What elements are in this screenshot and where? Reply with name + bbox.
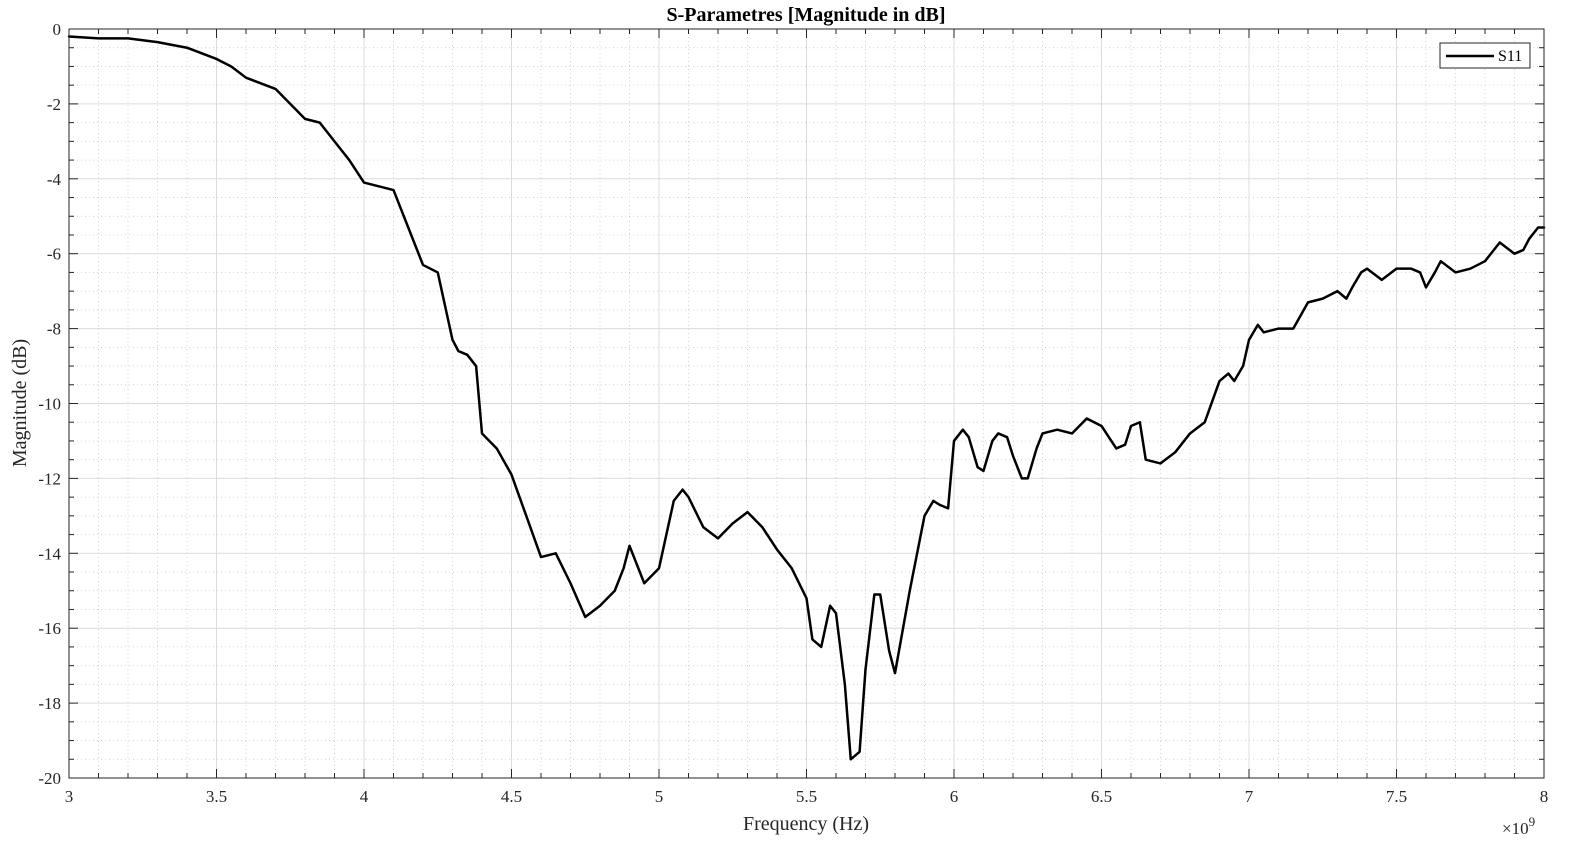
x-tick-label: 4 xyxy=(360,787,369,806)
y-tick-label: -4 xyxy=(47,170,62,189)
y-axis-label: Magnitude (dB) xyxy=(9,339,31,467)
y-tick-label: -16 xyxy=(38,619,61,638)
series-layer xyxy=(67,35,1546,761)
y-tick-label: 0 xyxy=(53,20,62,39)
minor-grid xyxy=(69,29,1544,778)
y-tick-label: -14 xyxy=(38,544,61,563)
x-tick-label: 6 xyxy=(950,787,959,806)
x-tick-label: 3.5 xyxy=(206,787,227,806)
x-tick-label: 5 xyxy=(655,787,664,806)
series-line-s11 xyxy=(67,35,1546,761)
x-tick-label: 6.5 xyxy=(1091,787,1112,806)
x-axis-label: Frequency (Hz) xyxy=(743,813,869,835)
y-tick-label: -18 xyxy=(38,694,61,713)
legend: S11 xyxy=(1439,42,1531,69)
x-exponent-power: 9 xyxy=(1529,814,1536,829)
chart-title: S-Parametres [Magnitude in dB] xyxy=(666,4,945,26)
y-tick-label: -20 xyxy=(38,769,61,788)
x-tick-label: 3 xyxy=(65,787,74,806)
x-tick-label: 7.5 xyxy=(1386,787,1407,806)
x-exponent-base: ×10 xyxy=(1502,819,1529,838)
y-tick-label: -10 xyxy=(38,395,61,414)
x-tick-label: 5.5 xyxy=(796,787,817,806)
x-tick-label: 8 xyxy=(1540,787,1549,806)
x-tick-label: 4.5 xyxy=(501,787,522,806)
x-exponent-label: ×109 xyxy=(1502,814,1535,838)
y-tick-labels: 0 -2 -4 -6 -8 -10 -12 -14 -16 -18 -20 xyxy=(38,20,61,788)
tick-marks xyxy=(68,28,1545,779)
y-tick-label: -12 xyxy=(38,469,61,488)
legend-label-s11: S11 xyxy=(1498,48,1522,65)
y-tick-label: -2 xyxy=(47,95,61,114)
x-tick-label: 7 xyxy=(1245,787,1254,806)
y-tick-label: -8 xyxy=(47,320,61,339)
x-tick-labels: 3 3.5 4 4.5 5 5.5 6 6.5 7 7.5 8 xyxy=(65,787,1549,806)
y-tick-label: -6 xyxy=(47,245,61,264)
